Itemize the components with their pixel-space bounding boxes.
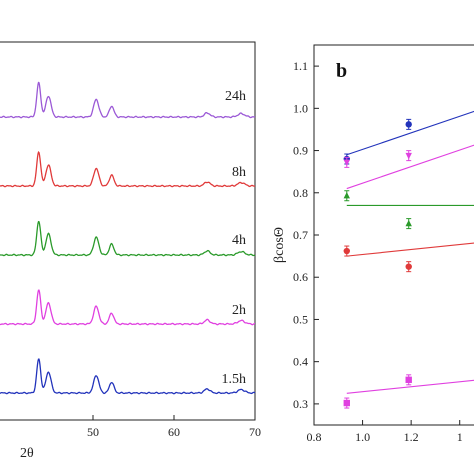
xrd-series-label: 1.5h xyxy=(222,372,247,387)
xrd-series-label: 24h xyxy=(225,89,246,104)
xrd-series-24h xyxy=(0,81,256,119)
data-point xyxy=(405,121,412,128)
fit-lines-group xyxy=(346,110,474,394)
right-y-tick-label: 0.7 xyxy=(293,228,308,242)
left-x-tick-label: 60 xyxy=(168,425,180,439)
right-y-tick-label: 0.4 xyxy=(293,355,308,369)
right-y-tick-label: 0.6 xyxy=(293,270,308,284)
data-point xyxy=(343,399,350,407)
right-y-tick-label: 0.5 xyxy=(293,312,308,326)
data-point xyxy=(343,159,350,167)
xrd-series-label: 2h xyxy=(232,303,246,318)
right-y-tick-label: 1.0 xyxy=(293,101,308,115)
data-point xyxy=(405,219,412,227)
data-point xyxy=(343,247,350,255)
right-x-tick-label: 0.8 xyxy=(307,430,322,444)
right-y-tick-label: 1.1 xyxy=(293,59,308,73)
scatter-points-group xyxy=(343,118,412,409)
left-x-tick-label: 50 xyxy=(87,425,99,439)
left-x-ticks: 50 60 70 xyxy=(87,415,261,439)
fit-line xyxy=(346,144,474,190)
xrd-patterns-panel: 50 60 70 24h 8h 4h 2h 1.5h 2θ xyxy=(0,41,261,461)
xrd-series-2h xyxy=(0,289,256,326)
williamson-hall-panel: b 0.3 0.4 0.5 0.6 0.7 0.8 0.9 1.0 1.1 0.8 1.0 1.2 1… xyxy=(272,44,474,444)
right-x-tick-label: 1.2 xyxy=(404,430,419,444)
xrd-series-4h xyxy=(0,220,256,257)
left-plot-frame xyxy=(0,41,256,421)
right-x-tick-label: 1 xyxy=(457,430,463,444)
data-point xyxy=(343,192,350,199)
right-y-tick-label: 0.9 xyxy=(293,144,308,158)
xrd-series-labels: 24h 8h 4h 2h 1.5h xyxy=(222,89,247,387)
right-y-tick-label: 0.3 xyxy=(293,397,308,411)
fit-line xyxy=(346,242,474,257)
data-point xyxy=(405,376,412,384)
right-y-ticks: 0.3 0.4 0.5 0.6 0.7 0.8 0.9 1.0 1.1 xyxy=(293,59,319,411)
right-x-ticks: 0.8 1.0 1.2 1 xyxy=(307,420,463,444)
xrd-series-1.5h xyxy=(0,358,256,395)
xrd-series-group xyxy=(0,81,256,395)
data-point xyxy=(405,263,412,270)
right-plot-frame xyxy=(313,44,474,426)
xrd-series-8h xyxy=(0,150,256,188)
xrd-series-label: 8h xyxy=(232,165,246,180)
xrd-series-label: 4h xyxy=(232,233,246,248)
fit-line xyxy=(346,110,474,156)
panel-label-b: b xyxy=(336,60,347,82)
right-y-tick-label: 0.8 xyxy=(293,186,308,200)
right-x-tick-label: 1.0 xyxy=(355,430,370,444)
left-x-axis-label: 2θ xyxy=(20,446,34,461)
left-x-tick-label: 70 xyxy=(249,425,261,439)
right-y-axis-label: βcosΘ xyxy=(272,227,287,263)
fit-line xyxy=(346,379,474,394)
data-point xyxy=(405,152,412,160)
